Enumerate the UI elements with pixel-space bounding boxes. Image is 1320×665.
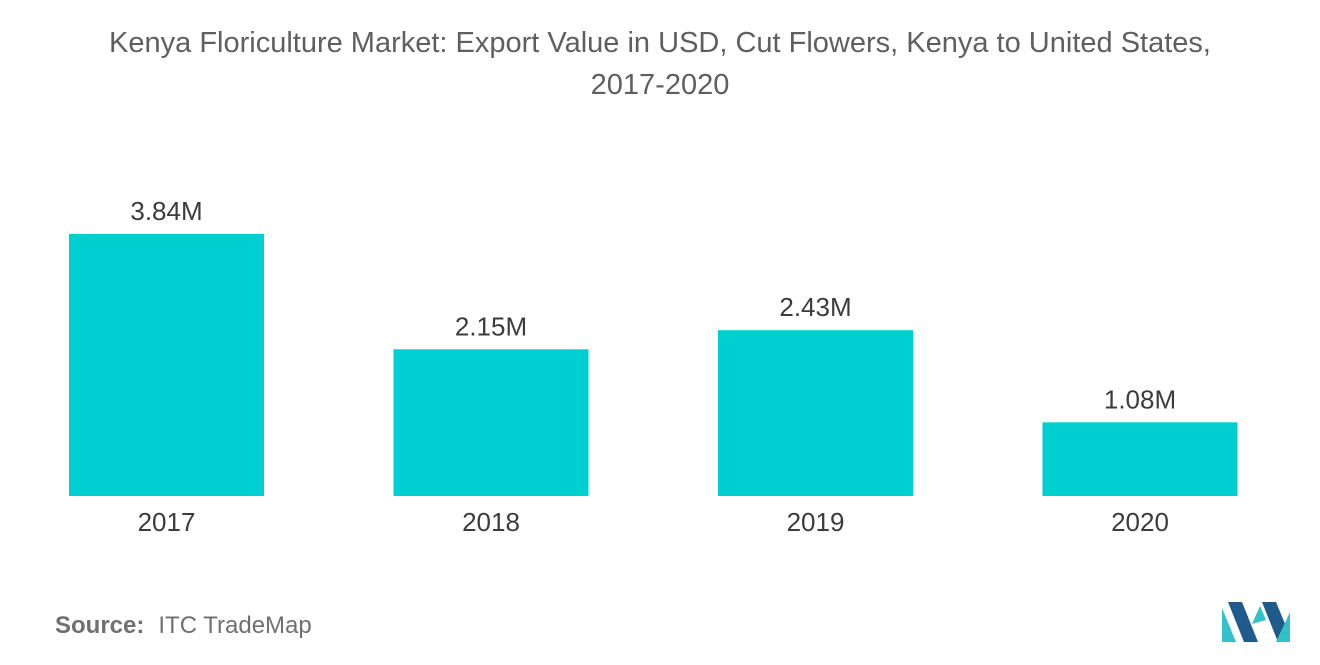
- x-tick-label-2018: 2018: [462, 507, 520, 537]
- source-value: ITC TradeMap: [158, 612, 312, 639]
- bar-2017: [69, 234, 264, 496]
- bar-2019: [718, 330, 913, 496]
- chart-title-line-1: Kenya Floriculture Market: Export Value …: [109, 27, 1211, 59]
- source-note: Source: ITC TradeMap: [55, 612, 312, 640]
- x-axis-tick-labels: 2017 2018 2019 2020: [138, 507, 1169, 537]
- chart-title: Kenya Floriculture Market: Export Value …: [0, 22, 1320, 106]
- value-label-2020: 1.08M: [1104, 384, 1176, 414]
- source-label: Source:: [55, 612, 145, 639]
- bar-2020: [1042, 422, 1238, 496]
- mordor-intelligence-logo-icon: [1222, 602, 1290, 642]
- chart-title-line-2: 2017-2020: [590, 69, 730, 101]
- value-label-2017: 3.84M: [130, 196, 202, 226]
- bar-2018: [393, 349, 589, 496]
- x-tick-label-2020: 2020: [1111, 507, 1169, 537]
- value-label-2018: 2.15M: [455, 311, 527, 341]
- value-label-2019: 2.43M: [779, 292, 851, 322]
- bar-series: [69, 234, 1238, 496]
- x-tick-label-2017: 2017: [138, 507, 196, 537]
- value-labels: 3.84M 2.15M 2.43M 1.08M: [130, 196, 1176, 414]
- x-tick-label-2019: 2019: [787, 507, 845, 537]
